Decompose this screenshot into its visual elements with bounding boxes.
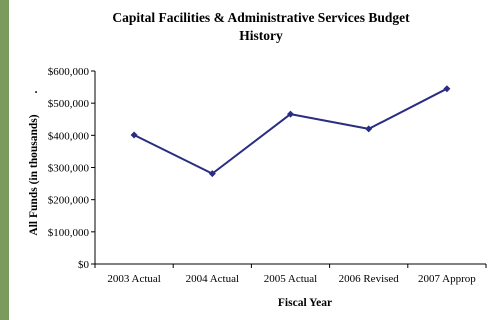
y-axis-label-mark: . (35, 84, 38, 96)
data-point-marker (365, 125, 373, 133)
x-tick-label: 2005 Actual (264, 273, 317, 285)
y-axis-ticks: $0 $100,000 $200,000 $300,000 $400,000 $500,0… (48, 66, 95, 271)
y-tick-label: $100,000 (48, 227, 90, 239)
series-line (133, 87, 448, 175)
chart-title-line-2: History (239, 28, 283, 43)
y-axis-label: All Funds (in thousands) (28, 114, 40, 235)
x-tick-label: 2004 Actual (186, 273, 239, 285)
y-tick-label: $300,000 (48, 163, 90, 175)
data-point-marker (130, 131, 138, 139)
x-axis-ticks: 2003 Actual 2004 Actual 2005 Actual 2006 Re… (94, 264, 487, 285)
y-tick-label: $400,000 (48, 130, 90, 142)
x-tick-label: 2006 Revised (339, 273, 400, 285)
x-tick-label: 2003 Actual (107, 273, 160, 285)
series-group (130, 85, 451, 178)
data-point-marker (443, 85, 451, 93)
y-tick-label: $200,000 (48, 195, 90, 207)
y-tick-label: $600,000 (48, 66, 90, 78)
y-tick-label: $0 (78, 259, 90, 271)
data-point-marker (208, 170, 216, 178)
chart-title-line-1: Capital Facilities & Administrative Serv… (112, 10, 410, 25)
data-point-marker (287, 110, 294, 118)
x-axis-label: Fiscal Year (278, 297, 332, 309)
left-accent-bar (0, 0, 9, 320)
x-tick-label: 2007 Approp (418, 273, 476, 285)
y-tick-label: $500,000 (48, 98, 90, 110)
